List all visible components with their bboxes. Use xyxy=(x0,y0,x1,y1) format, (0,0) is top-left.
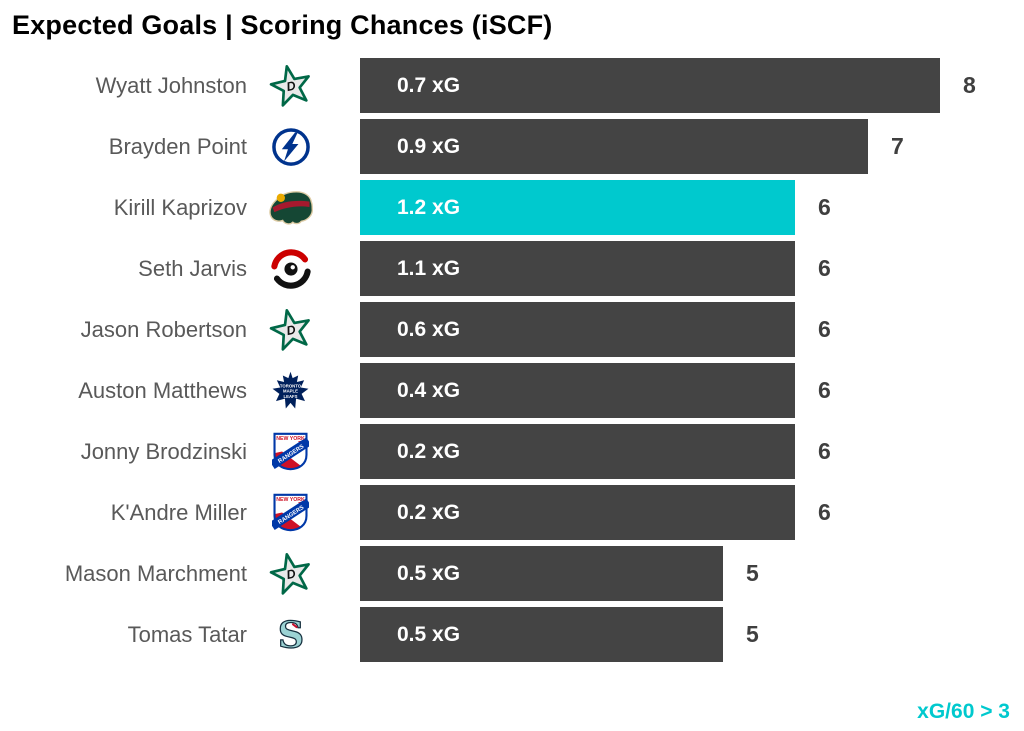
player-row: Mason Marchment D 0.5 xG 5 xyxy=(0,543,1024,604)
xg-bar: 1.2 xG xyxy=(360,180,795,235)
chances-count: 6 xyxy=(818,255,831,281)
svg-text:MAPLE: MAPLE xyxy=(283,389,298,394)
xg-bar: 1.1 xG xyxy=(360,241,795,296)
xg-value-label: 0.9 xG xyxy=(397,134,461,158)
xg-bar: 0.5 xG xyxy=(360,546,723,601)
bar-chart: Wyatt Johnston D 0.7 xG 8 Brayden Point … xyxy=(0,55,1024,665)
xg-value-label: 0.5 xG xyxy=(397,561,461,585)
bar-area: 0.2 xG 6 xyxy=(360,424,1024,479)
xg-value-label: 0.2 xG xyxy=(397,439,461,463)
player-name: Wyatt Johnston xyxy=(95,72,247,98)
player-row: Seth Jarvis 1.1 xG 6 xyxy=(0,238,1024,299)
xg-value-label: 0.2 xG xyxy=(397,500,461,524)
seattle-kraken-logo-icon: S xyxy=(247,607,360,662)
chances-count: 6 xyxy=(818,377,831,403)
bar-area: 0.4 xG 6 xyxy=(360,363,1024,418)
chances-count: 5 xyxy=(746,621,759,647)
xg-value-label: 0.5 xG xyxy=(397,622,461,646)
dallas-stars-logo-icon: D xyxy=(247,546,360,601)
player-name: Brayden Point xyxy=(108,133,247,159)
svg-text:NEW YORK: NEW YORK xyxy=(276,497,305,503)
player-name: Tomas Tatar xyxy=(127,621,247,647)
svg-text:D: D xyxy=(285,322,297,338)
player-row: Jason Robertson D 0.6 xG 6 xyxy=(0,299,1024,360)
xg-bar: 0.4 xG xyxy=(360,363,795,418)
player-name: Jonny Brodzinski xyxy=(80,438,247,464)
threshold-note: xG/60 > 3 xyxy=(917,700,1010,723)
minnesota-wild-logo-icon xyxy=(247,180,360,235)
dallas-stars-logo-icon: D xyxy=(247,302,360,357)
player-row: Jonny Brodzinski RANGERS NEW YORK 0.2 xG … xyxy=(0,421,1024,482)
xg-bar: 0.6 xG xyxy=(360,302,795,357)
player-name: Seth Jarvis xyxy=(138,255,247,281)
player-name: Jason Robertson xyxy=(80,316,247,342)
player-row: Brayden Point 0.9 xG 7 xyxy=(0,116,1024,177)
bar-area: 0.9 xG 7 xyxy=(360,119,1024,174)
svg-text:NEW YORK: NEW YORK xyxy=(276,436,305,442)
chances-count: 5 xyxy=(746,560,759,586)
page-title: Expected Goals | Scoring Chances (iSCF) xyxy=(12,10,553,40)
xg-value-label: 0.7 xG xyxy=(397,73,461,97)
svg-text:D: D xyxy=(285,566,297,582)
xg-value-label: 0.4 xG xyxy=(397,378,461,402)
player-row: K'Andre Miller RANGERS NEW YORK 0.2 xG 6 xyxy=(0,482,1024,543)
svg-text:D: D xyxy=(285,78,297,94)
new-york-rangers-logo-icon: RANGERS NEW YORK xyxy=(247,424,360,479)
player-row: Kirill Kaprizov 1.2 xG 6 xyxy=(0,177,1024,238)
player-name: Mason Marchment xyxy=(64,560,247,586)
xg-bar: 0.5 xG xyxy=(360,607,723,662)
svg-text:TORONTO: TORONTO xyxy=(280,384,302,389)
new-york-rangers-logo-icon: RANGERS NEW YORK xyxy=(247,485,360,540)
player-name: K'Andre Miller xyxy=(110,499,247,525)
chances-count: 6 xyxy=(818,499,831,525)
xg-bar: 0.2 xG xyxy=(360,485,795,540)
player-row: Wyatt Johnston D 0.7 xG 8 xyxy=(0,55,1024,116)
svg-text:LEAFS: LEAFS xyxy=(284,394,298,399)
chances-count: 6 xyxy=(818,438,831,464)
bar-area: 1.2 xG 6 xyxy=(360,180,1024,235)
xg-value-label: 1.1 xG xyxy=(397,256,461,280)
chances-count: 8 xyxy=(963,72,976,98)
carolina-hurricanes-logo-icon xyxy=(247,241,360,296)
bar-area: 0.6 xG 6 xyxy=(360,302,1024,357)
xg-scoring-chances-card: Expected Goals | Scoring Chances (iSCF) … xyxy=(0,10,1024,731)
bar-area: 0.5 xG 5 xyxy=(360,607,1024,662)
xg-value-label: 0.6 xG xyxy=(397,317,461,341)
player-name: Auston Matthews xyxy=(78,377,247,403)
chances-count: 6 xyxy=(818,194,831,220)
bar-area: 0.5 xG 5 xyxy=(360,546,1024,601)
player-row: Auston Matthews TORONTO MAPLE LEAFS 0.4 xG… xyxy=(0,360,1024,421)
bar-area: 0.2 xG 6 xyxy=(360,485,1024,540)
player-name: Kirill Kaprizov xyxy=(113,194,247,220)
player-row: Tomas Tatar S 0.5 xG 5 xyxy=(0,604,1024,665)
bar-area: 1.1 xG 6 xyxy=(360,241,1024,296)
tampa-bay-lightning-logo-icon xyxy=(247,119,360,174)
svg-text:S: S xyxy=(277,613,303,656)
toronto-maple-leafs-logo-icon: TORONTO MAPLE LEAFS xyxy=(247,363,360,418)
xg-value-label: 1.2 xG xyxy=(397,195,461,219)
xg-bar: 0.2 xG xyxy=(360,424,795,479)
chances-count: 6 xyxy=(818,316,831,342)
chances-count: 7 xyxy=(891,133,904,159)
xg-bar: 0.7 xG xyxy=(360,58,940,113)
xg-bar: 0.9 xG xyxy=(360,119,868,174)
dallas-stars-logo-icon: D xyxy=(247,58,360,113)
bar-area: 0.7 xG 8 xyxy=(360,58,1024,113)
